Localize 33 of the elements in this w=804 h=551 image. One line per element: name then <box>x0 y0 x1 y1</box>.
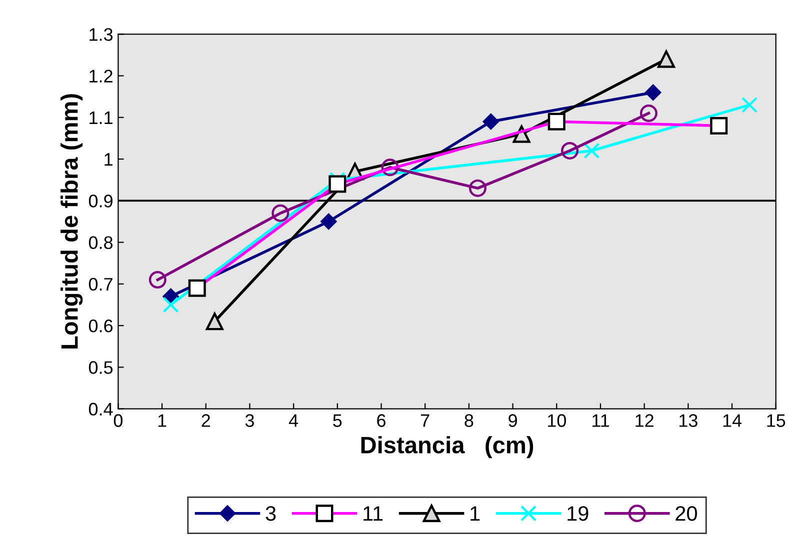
x-tick-label: 10 <box>548 414 566 427</box>
x-tick-label: 8 <box>464 414 474 427</box>
legend-label: 3 <box>266 506 276 521</box>
y-tick-label: 0.8 <box>88 236 113 250</box>
x-tick-label: 7 <box>421 414 430 427</box>
y-tick-label: 0.5 <box>88 361 113 374</box>
x-tick-label: 6 <box>377 414 386 427</box>
y-axis-title: Longitud de fibra (mm) <box>60 94 83 348</box>
y-tick-label: 1 <box>104 153 112 166</box>
legend-label: 11 <box>364 506 383 521</box>
x-tick-label: 0 <box>114 414 123 427</box>
legend-label: 19 <box>568 506 588 521</box>
x-axis-title: Distancia (cm) <box>361 436 534 458</box>
x-tick-label: 3 <box>245 414 254 427</box>
x-tick-label: 13 <box>680 414 698 427</box>
x-tick-label: 5 <box>333 414 342 427</box>
x-tick-label: 1 <box>158 414 166 427</box>
x-tick-label: 4 <box>288 414 298 427</box>
y-tick-label: 1.1 <box>90 112 112 124</box>
x-tick-label: 9 <box>508 414 517 427</box>
y-tick-label: 1.3 <box>90 28 113 41</box>
x-tick-label: 15 <box>767 414 786 427</box>
legend-label: 1 <box>470 506 480 521</box>
legend-label: 20 <box>676 506 697 521</box>
y-tick-label: 0.9 <box>88 194 112 208</box>
y-tick-label: 0.6 <box>88 320 113 332</box>
x-tick-label: 11 <box>592 414 609 427</box>
x-tick-label: 12 <box>636 414 654 427</box>
y-tick-label: 0.4 <box>88 402 113 416</box>
x-tick-label: 14 <box>723 414 742 427</box>
x-tick-label: 2 <box>202 414 210 427</box>
y-tick-label: 1.2 <box>90 70 112 82</box>
y-tick-label: 0.7 <box>88 278 112 291</box>
